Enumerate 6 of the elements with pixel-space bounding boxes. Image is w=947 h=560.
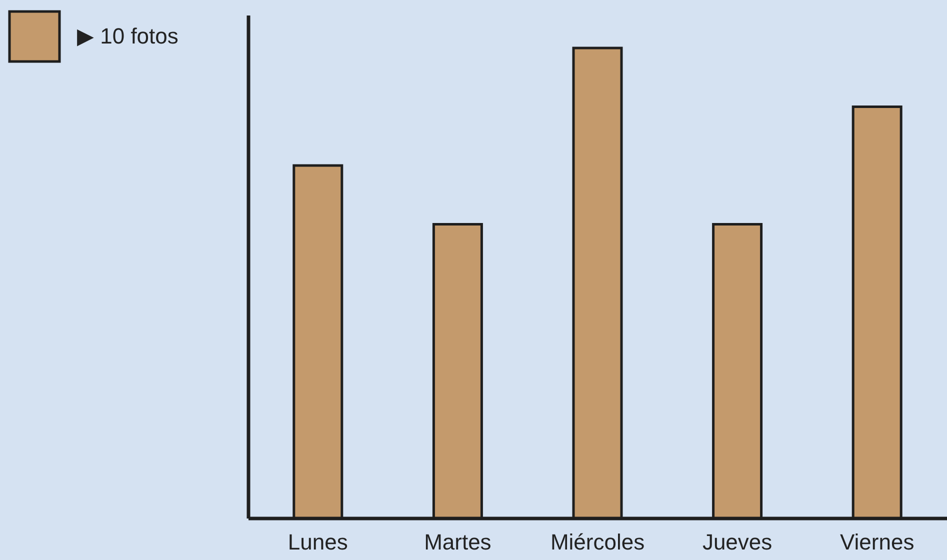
x-tick-label: Viernes [840,530,914,554]
x-tick-label: Jueves [702,530,772,554]
legend-label: ▶ 10 fotos [77,24,178,48]
x-tick-label: Miércoles [550,530,645,554]
x-tick-label: Martes [424,530,492,554]
x-tick-label: Lunes [288,530,348,554]
